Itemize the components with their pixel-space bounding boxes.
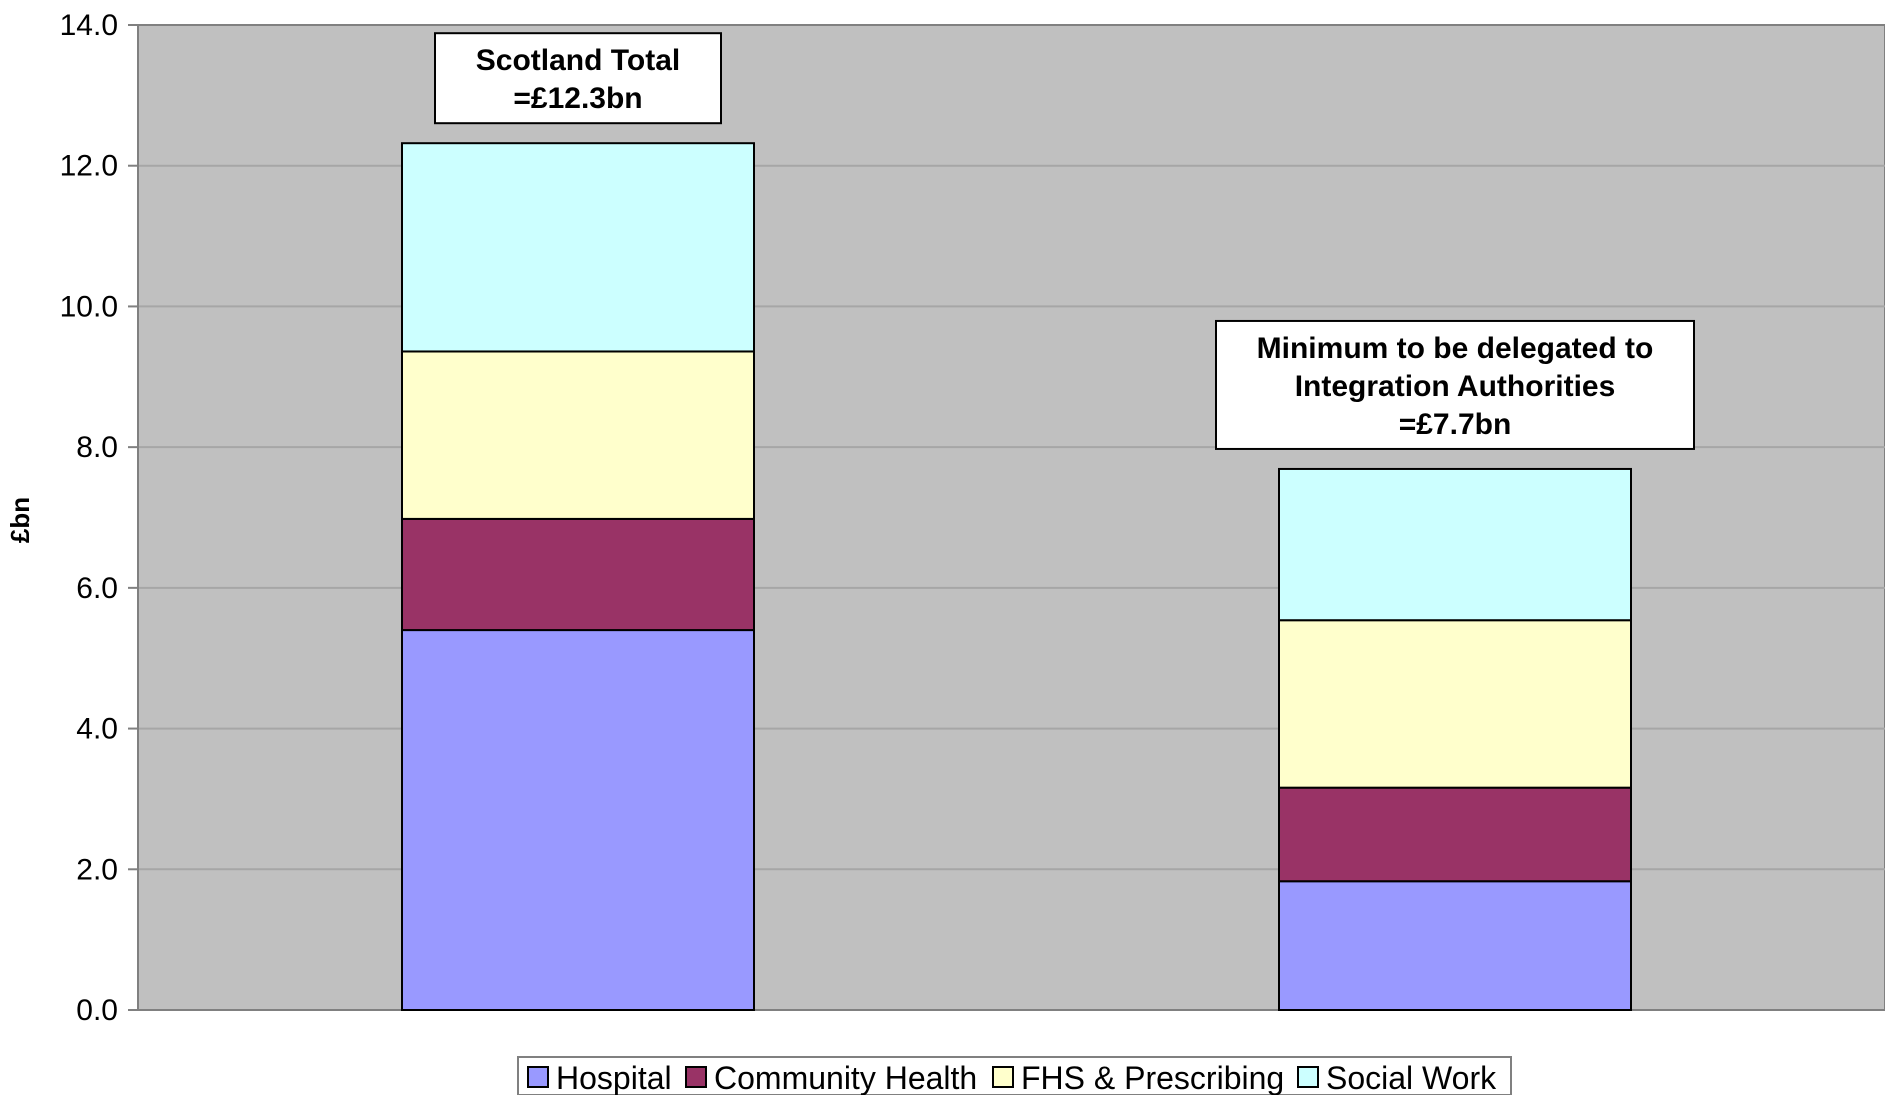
bars: [401, 142, 1632, 1011]
legend-label: FHS & Prescribing: [1021, 1060, 1284, 1095]
annotation-box: [434, 32, 722, 125]
y-tick-label: 8.0: [76, 431, 118, 464]
bar-segment-hospital: [401, 629, 755, 1011]
annotation-box: [1215, 319, 1695, 450]
legend-label: Hospital: [556, 1060, 672, 1095]
annotation-text: Integration Authorities: [1295, 370, 1616, 403]
bar-segment-community-health: [401, 517, 755, 632]
y-tick-label: 2.0: [76, 853, 118, 886]
y-axis-label: £bn: [5, 497, 35, 543]
annotation-text: Scotland Total: [476, 44, 680, 77]
annotation-text: =£12.3bn: [513, 82, 642, 115]
legend-box: [517, 1056, 1512, 1095]
legend: Hospital Community Health FHS & Prescribin…: [517, 1056, 1512, 1095]
legend-label: Community Health: [714, 1060, 977, 1095]
legend-swatch: [992, 1066, 1014, 1088]
y-tick-label: 0.0: [76, 994, 118, 1027]
legend-label: Social Work: [1326, 1060, 1497, 1095]
legend-swatch: [685, 1066, 707, 1088]
bar-segment-hospital: [1278, 880, 1632, 1011]
annotation-text: Minimum to be delegated to: [1257, 332, 1654, 365]
bar-segment-fhs-prescribing: [1278, 619, 1632, 789]
legend-swatch: [1297, 1066, 1319, 1088]
y-tick-label: 4.0: [76, 713, 118, 746]
y-tick-label: 10.0: [60, 290, 118, 323]
bar-segment-social-work: [401, 142, 755, 353]
y-tick-label: 6.0: [76, 572, 118, 605]
legend-swatch: [527, 1066, 549, 1088]
bar-segment-community-health: [1278, 786, 1632, 883]
annotations: Scotland Total =£12.3bn Minimum to be dele…: [434, 32, 1695, 450]
annotation-text: =£7.7bn: [1399, 408, 1512, 441]
bar-segment-social-work: [1278, 467, 1632, 622]
bar-segment-fhs-prescribing: [401, 350, 755, 520]
y-tick-label: 12.0: [60, 150, 118, 183]
y-tick-label: 14.0: [60, 9, 118, 42]
